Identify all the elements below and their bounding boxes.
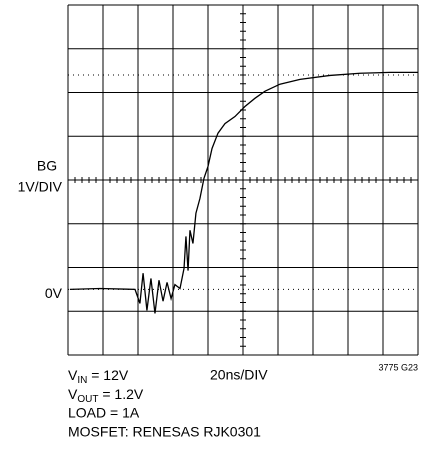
- x-label: 20ns/DIV: [210, 367, 268, 383]
- note: VOUT = 1.2V: [68, 386, 144, 405]
- figure-id: 3775 G23: [378, 362, 418, 372]
- note: VIN = 12V: [68, 367, 129, 386]
- note-main: V: [68, 386, 78, 402]
- note: LOAD = 1A: [68, 405, 140, 421]
- y-label-line: BG: [37, 158, 57, 174]
- note-sub: OUT: [77, 394, 98, 405]
- note-main: V: [68, 367, 78, 383]
- waveform: [69, 71, 418, 314]
- y-tick-label: 0V: [45, 285, 63, 301]
- note-rest: = 1.2V: [98, 386, 143, 402]
- note-sub: IN: [77, 375, 87, 386]
- note: MOSFET: RENESAS RJK0301: [68, 424, 261, 440]
- y-label-line: 1V/DIV: [18, 179, 63, 195]
- note-rest: = 12V: [87, 367, 129, 383]
